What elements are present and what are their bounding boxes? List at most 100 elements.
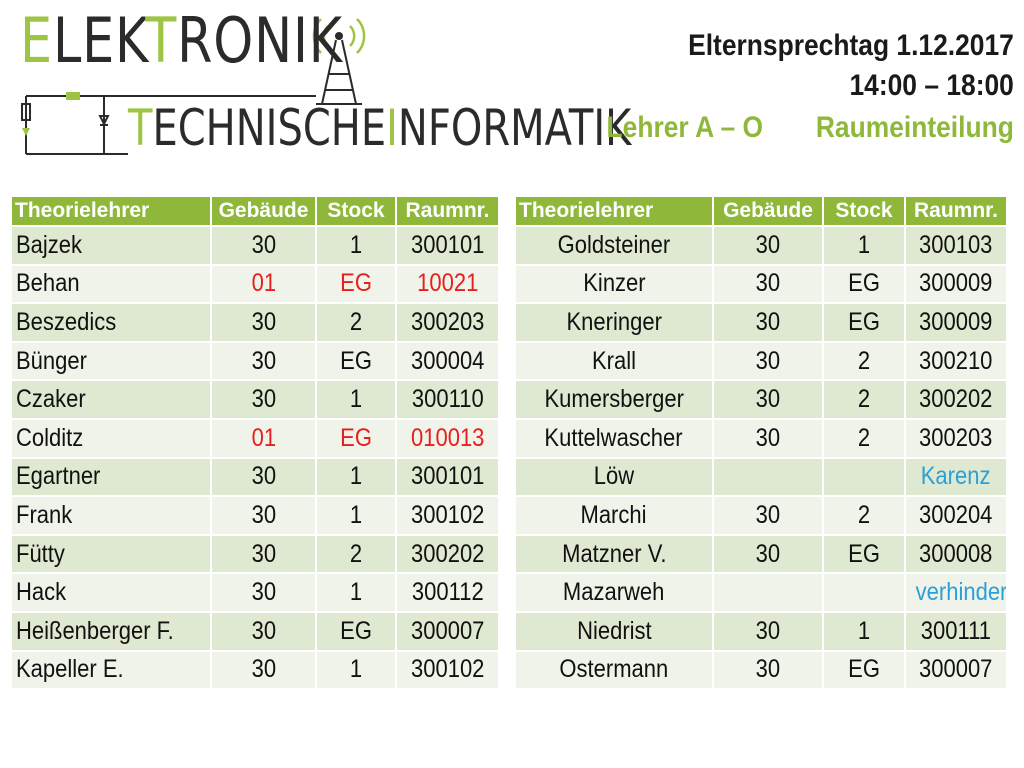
teacher-name-cell-text: Kuttelwascher: [544, 423, 684, 452]
room-number-cell-text: 300009: [919, 307, 993, 336]
table-row: Niedrist 30 1 300111: [516, 610, 1006, 650]
room-number-cell: verhindert: [906, 572, 1006, 611]
floor-cell-text: EG: [340, 269, 372, 298]
room-number-cell: 300202: [397, 533, 498, 573]
teacher-name-cell: Heißenberger F.: [12, 610, 212, 650]
column-header-teacher: Theorielehrer: [12, 197, 212, 225]
room-number-cell: 300203: [906, 417, 1006, 457]
room-number-cell: 300202: [906, 379, 1006, 418]
table-row: Mazarweh verhindert: [516, 572, 1006, 611]
teacher-name-cell: Behan: [12, 263, 212, 303]
page-header: Elternsprechtag 1.12.2017 14:00 – 18:00 …: [551, 26, 1014, 150]
room-number-cell: 010013: [397, 417, 498, 457]
room-number-cell-text: 300202: [919, 385, 993, 414]
building-cell: 01: [212, 263, 317, 303]
building-cell: 30: [212, 302, 317, 341]
floor-cell-text: 2: [857, 423, 871, 452]
teacher-name-cell-text: Frank: [16, 500, 73, 529]
room-number-cell: Karenz: [906, 456, 1006, 496]
room-table-left: Theorielehrer Gebäude Stock Raumnr. Bajz…: [12, 197, 498, 689]
table-row: Bajzek 30 1 300101: [12, 225, 498, 264]
column-header-building: Gebäude: [212, 197, 317, 225]
floor-cell: 2: [824, 417, 906, 457]
room-number-cell: 300103: [906, 225, 1006, 264]
table-row: Löw Karenz: [516, 456, 1006, 496]
table-row: Matzner V. 30 EG 300008: [516, 533, 1006, 573]
teacher-name-cell: Löw: [516, 456, 714, 496]
teacher-name-cell-text: Marchi: [580, 500, 647, 529]
building-cell: 30: [714, 649, 824, 689]
room-number-cell-text: Karenz: [921, 462, 991, 491]
floor-cell-text: 2: [349, 307, 363, 336]
teacher-name-cell-text: Heißenberger F.: [16, 616, 174, 645]
table-header-row: Theorielehrer Gebäude Stock Raumnr.: [516, 197, 1006, 225]
room-number-cell-text: 010013: [410, 423, 485, 452]
floor-cell: 1: [317, 572, 397, 611]
building-cell-text: 01: [251, 423, 276, 452]
table-row: Kinzer 30 EG 300009: [516, 263, 1006, 303]
building-cell-text: 30: [755, 230, 781, 259]
building-cell: 30: [714, 379, 824, 418]
room-number-cell: 300004: [397, 340, 498, 380]
teacher-name-cell: Beszedics: [12, 302, 212, 341]
room-table-right: Theorielehrer Gebäude Stock Raumnr. Gold…: [516, 197, 1006, 689]
building-cell: 30: [212, 610, 317, 650]
floor-cell: [824, 456, 906, 496]
building-cell: [714, 572, 824, 611]
teacher-name-cell-text: Kinzer: [582, 269, 646, 298]
room-number-cell: 300110: [397, 379, 498, 418]
building-cell: 30: [212, 456, 317, 496]
teacher-name-cell-text: Kneringer: [566, 307, 662, 336]
room-number-cell-text: 300204: [919, 500, 993, 529]
room-number-cell: 300101: [397, 225, 498, 264]
room-number-cell-text: 300009: [919, 269, 993, 298]
building-cell: 30: [714, 302, 824, 341]
floor-cell: EG: [824, 533, 906, 573]
floor-cell-text: 1: [349, 230, 363, 259]
teacher-name-cell: Kumersberger: [516, 379, 714, 418]
school-logo: ELEKTRONIK TECHNISCHEINFORMATIK: [16, 4, 631, 164]
column-header-floor: Stock: [317, 197, 397, 225]
room-number-cell-text: 300102: [410, 500, 485, 529]
building-cell-text: 30: [755, 307, 781, 336]
floor-cell-text: 2: [349, 539, 363, 568]
building-cell-text: 30: [755, 616, 781, 645]
floor-cell: EG: [824, 302, 906, 341]
room-number-cell: 300102: [397, 495, 498, 534]
building-cell-text: 30: [755, 500, 781, 529]
floor-cell-text: 2: [857, 385, 871, 414]
column-header-room: Raumnr.: [397, 197, 498, 225]
floor-cell: 1: [317, 649, 397, 689]
room-number-cell-text: 300210: [919, 346, 993, 375]
building-cell-text: 30: [755, 423, 781, 452]
building-cell: 30: [212, 572, 317, 611]
building-cell-text: 30: [755, 346, 781, 375]
room-number-cell-text: 300202: [410, 539, 485, 568]
teacher-name-cell: Mazarweh: [516, 572, 714, 611]
table-row: Kneringer 30 EG 300009: [516, 302, 1006, 341]
room-number-cell: 300203: [397, 302, 498, 341]
floor-cell: 2: [824, 379, 906, 418]
building-cell-text: 30: [251, 462, 276, 491]
table-row: Czaker 30 1 300110: [12, 379, 498, 418]
page-title: Elternsprechtag 1.12.2017: [688, 29, 1014, 62]
floor-cell-text: 1: [349, 385, 363, 414]
floor-cell-text: 1: [857, 230, 871, 259]
floor-cell: 1: [824, 225, 906, 264]
teacher-name-cell-text: Löw: [593, 462, 635, 491]
room-assignment-label: Raumeinteilung: [815, 111, 1014, 144]
teacher-name-cell-text: Matzner V.: [561, 539, 667, 568]
room-number-cell: 300009: [906, 263, 1006, 303]
floor-cell-text: 2: [857, 500, 871, 529]
floor-cell: EG: [824, 263, 906, 303]
room-number-cell-text: 300111: [920, 616, 992, 645]
teacher-group: Lehrer A – O: [606, 111, 764, 144]
building-cell-text: 30: [251, 539, 276, 568]
building-cell-text: 30: [251, 230, 276, 259]
teacher-name-cell: Frank: [12, 495, 212, 534]
teacher-name-cell-text: Egartner: [16, 462, 101, 491]
floor-cell-text: EG: [848, 539, 880, 568]
table-row: Fütty 30 2 300202: [12, 533, 498, 573]
building-cell: 30: [714, 610, 824, 650]
teacher-name-cell-text: Krall: [591, 346, 636, 375]
